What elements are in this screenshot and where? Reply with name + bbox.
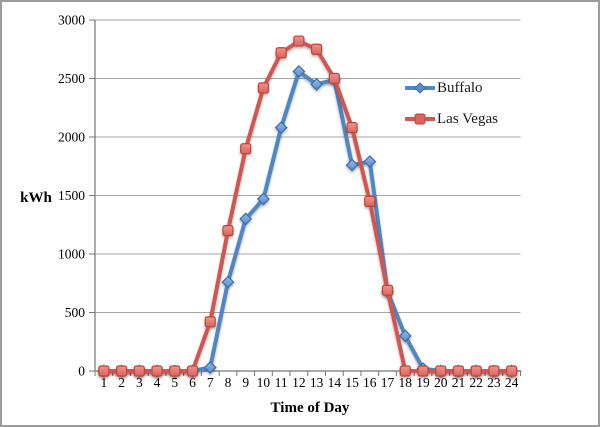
buffalo-line-diamond-icon	[405, 82, 435, 94]
data-point-diamond	[292, 65, 306, 78]
y-tick-label: 2500	[58, 71, 85, 86]
y-axis: 0 500 1000 1500 2000 2500 3000	[58, 13, 95, 379]
data-point-square	[435, 365, 447, 377]
y-tick-label: 1000	[58, 247, 85, 262]
data-point-square	[275, 47, 287, 59]
y-tick-label: 0	[78, 364, 85, 379]
legend-label-las-vegas: Las Vegas	[437, 110, 498, 127]
data-point-diamond	[256, 192, 270, 206]
data-point-square	[204, 316, 216, 328]
x-tick-label: 2	[118, 375, 125, 390]
data-point-square	[151, 365, 163, 377]
data-point-square	[328, 72, 340, 85]
data-point-square	[346, 122, 358, 134]
x-tick-label: 10	[257, 375, 271, 390]
data-point-square	[133, 365, 145, 377]
legend-label-buffalo: Buffalo	[437, 79, 483, 96]
x-tick-label: 14	[328, 375, 342, 390]
x-tick-label: 4	[154, 375, 161, 390]
data-point-square	[488, 365, 500, 377]
x-tick-label: 11	[275, 375, 288, 390]
data-point-square	[506, 365, 518, 377]
data-point-square	[364, 195, 376, 207]
data-point-diamond	[363, 155, 377, 169]
legend: Buffalo Las Vegas	[405, 76, 498, 131]
y-tick-label: 1500	[58, 188, 85, 203]
data-point-square	[417, 365, 429, 377]
data-point-square	[222, 225, 234, 237]
data-point-square	[115, 365, 128, 377]
x-tick-label: 13	[310, 375, 324, 390]
x-tick-label: 8	[225, 375, 232, 390]
data-point-square	[240, 143, 252, 155]
data-point-square	[399, 365, 411, 377]
x-tick-label: 9	[242, 375, 249, 390]
data-point-diamond	[398, 329, 412, 343]
x-tick-label: 19	[416, 375, 430, 390]
x-tick-label: 20	[434, 375, 448, 390]
x-tick-label: 21	[452, 375, 466, 390]
data-point-diamond	[203, 361, 217, 374]
data-point-square	[452, 365, 465, 377]
data-point-square	[311, 43, 323, 55]
data-point-diamond	[345, 158, 359, 172]
y-tick-label: 2000	[58, 130, 85, 145]
x-tick-label: 5	[171, 375, 178, 390]
x-tick-label: 3	[136, 375, 143, 390]
x-tick-label: 1	[100, 375, 107, 390]
gridlines	[95, 19, 521, 313]
x-tick-label: 17	[381, 375, 395, 390]
x-tick-label: 16	[363, 375, 377, 390]
x-tick-label: 7	[207, 375, 214, 390]
data-point-square	[257, 82, 270, 94]
x-tick-label: 15	[345, 375, 359, 390]
data-point-square	[293, 35, 305, 47]
series-las-vegas	[98, 35, 518, 377]
x-axis-title: Time of Day	[270, 400, 350, 416]
data-point-diamond	[221, 275, 235, 289]
data-point-square	[98, 365, 110, 377]
y-axis-title: kWh	[20, 190, 52, 206]
x-tick-label: 22	[469, 375, 483, 390]
data-point-square	[186, 365, 199, 377]
data-point-diamond	[274, 121, 288, 135]
x-axis: 1 2 3 4 5 6 7 8 9 10 11 12 13 14 15 16 17 18 19 20 21 22 23 24	[94, 371, 521, 390]
x-tick-label: 6	[189, 375, 196, 390]
x-tick-label: 12	[292, 375, 306, 390]
legend-item-buffalo: Buffalo	[405, 76, 498, 100]
x-tick-label: 18	[399, 375, 413, 390]
legend-item-las-vegas: Las Vegas	[405, 107, 498, 131]
data-point-diamond	[239, 212, 253, 226]
data-point-square	[169, 365, 181, 377]
las-vegas-line-square-icon	[405, 113, 435, 125]
y-tick-label: 500	[65, 305, 86, 320]
y-tick-label: 3000	[58, 13, 85, 28]
data-point-diamond	[310, 77, 324, 91]
x-tick-label: 24	[505, 375, 519, 390]
x-tick-label: 23	[487, 375, 501, 390]
data-point-square	[381, 284, 394, 296]
data-point-square	[470, 365, 482, 377]
